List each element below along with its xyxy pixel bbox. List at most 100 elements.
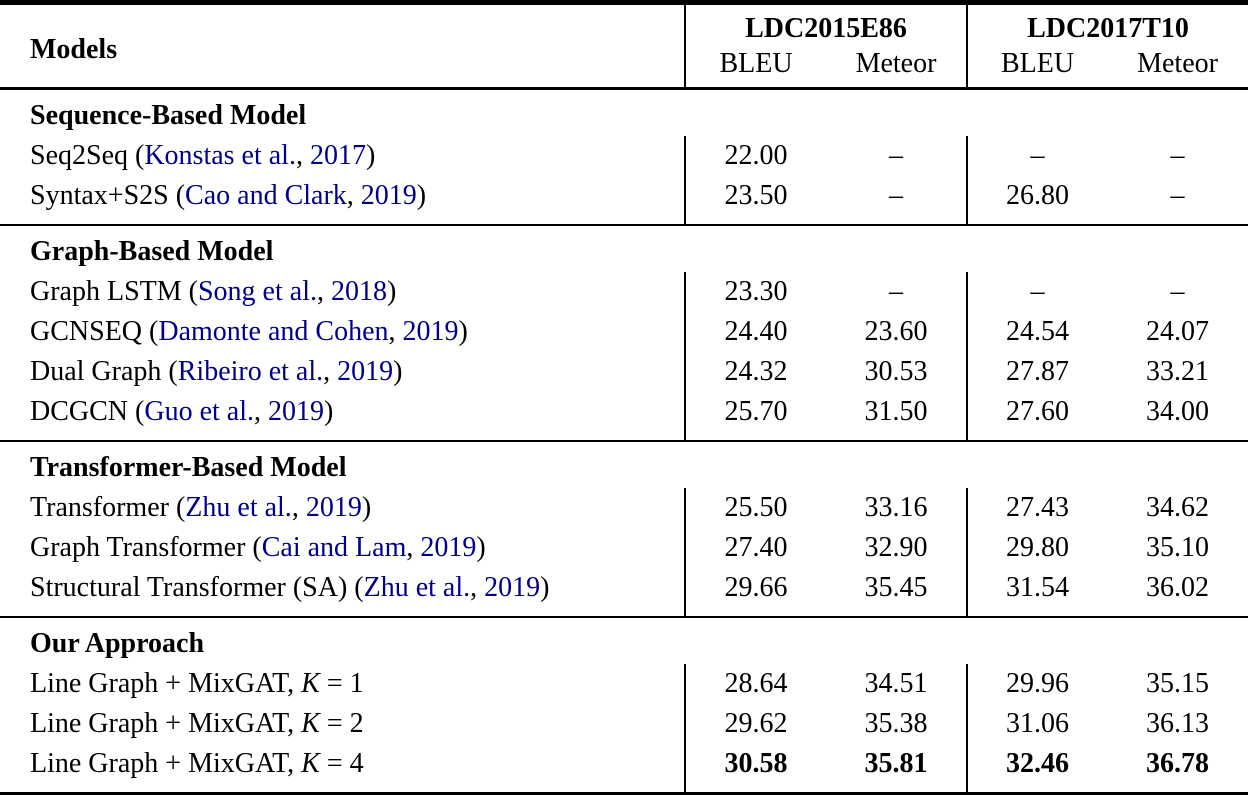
citation-link[interactable]: Zhu et al. [363, 572, 471, 603]
model-name: Line Graph + MixGAT, K = 4 [0, 744, 685, 794]
table-row: Graph LSTM (Song et al., 2018) 23.30 – –… [0, 272, 1248, 312]
metric-value: 29.96 [966, 664, 1108, 704]
section-title: Transformer-Based Model [0, 440, 1248, 488]
citation-year-link[interactable]: 2019 [420, 532, 477, 563]
table-row: Dual Graph (Ribeiro et al., 2019) 24.32 … [0, 352, 1248, 392]
table-row-best: Line Graph + MixGAT, K = 4 30.58 35.81 3… [0, 744, 1248, 794]
metric-value: 27.87 [966, 352, 1108, 392]
metric-value: 33.16 [864, 492, 928, 523]
model-text: ) [458, 316, 468, 347]
model-text: ) [365, 140, 376, 171]
citation-year-link[interactable]: 2019 [337, 356, 394, 387]
header-meteor-2015: Meteor [826, 46, 968, 90]
model-name: Structural Transformer (SA) (Zhu et al.,… [0, 568, 685, 617]
metric-value: 25.70 [684, 392, 826, 441]
metric-value: 24.40 [684, 312, 826, 352]
metric-value: 24.32 [684, 352, 826, 392]
table-row: Syntax+S2S (Cao and Clark, 2019) 23.50 –… [0, 176, 1248, 225]
metric-value: 23.50 [684, 176, 826, 225]
metric-value: 23.30 [684, 272, 826, 312]
metric-value: 33.21 [1146, 356, 1210, 387]
citation-link[interactable]: Guo et al. [144, 396, 254, 427]
metric-value: 29.66 [684, 568, 826, 617]
model-text: Structural Transformer (SA) ( [30, 572, 364, 603]
citation-link[interactable]: Zhu et al. [185, 492, 292, 523]
model-name: Line Graph + MixGAT, K = 1 [0, 664, 685, 704]
model-text: Transformer ( [30, 492, 186, 523]
metric-value-best: 36.78 [1146, 748, 1210, 779]
metric-value: 26.80 [966, 176, 1108, 225]
section-our-approach: Our Approach Line Graph + MixGAT, K = 1 … [0, 616, 1248, 794]
header-bleu-2017: BLEU [966, 46, 1108, 90]
metric-value: 23.60 [864, 316, 928, 347]
citation-year-link[interactable]: 2019 [267, 396, 324, 427]
table-row: Graph Transformer (Cai and Lam, 2019) 27… [0, 528, 1248, 568]
metric-value: 31.50 [864, 396, 928, 427]
metric-value: 27.43 [966, 488, 1108, 528]
citation-link[interactable]: Konstas et al. [144, 140, 296, 171]
metric-value: 34.00 [1146, 396, 1210, 427]
model-text: Line Graph + MixGAT, [30, 748, 302, 779]
model-text: Graph Transformer ( [30, 532, 262, 563]
model-text: = 1 [319, 668, 364, 699]
model-name: Line Graph + MixGAT, K = 2 [0, 704, 685, 744]
model-text: ) [476, 532, 486, 563]
section-transformer-based: Transformer-Based Model Transformer (Zhu… [0, 440, 1248, 617]
model-name: Syntax+S2S (Cao and Clark, 2019) [0, 176, 685, 225]
citation-separator: , [295, 140, 310, 171]
model-text: ) [393, 356, 403, 387]
model-name: Dual Graph (Ribeiro et al., 2019) [0, 352, 685, 392]
model-text: Line Graph + MixGAT, [30, 708, 302, 739]
metric-value: 25.50 [684, 488, 826, 528]
metric-value: 34.62 [1146, 492, 1210, 523]
citation-link[interactable]: Damonte and Cohen [158, 316, 389, 347]
metric-value: 31.54 [966, 568, 1108, 617]
model-text: DCGCN ( [30, 396, 145, 427]
citation-separator: , [323, 356, 338, 387]
metric-value-best: 35.81 [864, 748, 928, 779]
metric-value: 34.51 [864, 668, 928, 699]
citation-link[interactable]: Cai and Lam [261, 532, 407, 563]
metric-value: 32.90 [864, 532, 928, 563]
math-variable-k: K [301, 668, 320, 699]
metric-value: 36.13 [1146, 708, 1210, 739]
citation-year-link[interactable]: 2019 [484, 572, 541, 603]
model-name: Graph Transformer (Cai and Lam, 2019) [0, 528, 685, 568]
citation-year-link[interactable]: 2018 [330, 276, 387, 307]
citation-separator: , [291, 492, 306, 523]
header-dataset-ldc2015e86: LDC2015E86 [683, 2, 968, 46]
header-bleu-2015: BLEU [684, 46, 826, 90]
model-text: Graph LSTM ( [30, 276, 198, 307]
header-meteor-2017: Meteor [1107, 46, 1248, 90]
metric-value: 27.40 [684, 528, 826, 568]
metric-value: 35.10 [1146, 532, 1210, 563]
metric-value: – [966, 272, 1108, 312]
metric-value: – [966, 136, 1108, 176]
citation-link[interactable]: Song et al. [197, 276, 317, 307]
model-text: Syntax+S2S ( [30, 180, 186, 211]
citation-year-link[interactable]: 2019 [360, 180, 417, 211]
table-row: Line Graph + MixGAT, K = 1 28.64 34.51 2… [0, 664, 1248, 704]
table-row: GCNSEQ (Damonte and Cohen, 2019) 24.40 2… [0, 312, 1248, 352]
metric-value: 35.15 [1146, 668, 1210, 699]
metric-value: – [1170, 140, 1185, 171]
section-title: Sequence-Based Model [30, 100, 307, 131]
citation-link[interactable]: Cao and Clark [185, 180, 347, 211]
citation-separator: , [388, 316, 403, 347]
citation-year-link[interactable]: 2019 [305, 492, 362, 523]
citation-year-link[interactable]: 2019 [402, 316, 459, 347]
metric-value-best: 32.46 [966, 744, 1108, 794]
math-variable-k: K [301, 708, 320, 739]
citation-separator: , [316, 276, 331, 307]
metric-value: 29.80 [966, 528, 1108, 568]
model-text: Line Graph + MixGAT, [30, 668, 302, 699]
citation-link[interactable]: Ribeiro et al. [177, 356, 324, 387]
metric-value: 31.06 [966, 704, 1108, 744]
model-text: Seq2Seq ( [30, 140, 145, 171]
header-models: Models [0, 2, 685, 90]
metric-value: 24.07 [1146, 316, 1210, 347]
table-row: DCGCN (Guo et al., 2019) 25.70 31.50 27.… [0, 392, 1248, 441]
citation-year-link[interactable]: 2017 [309, 140, 366, 171]
